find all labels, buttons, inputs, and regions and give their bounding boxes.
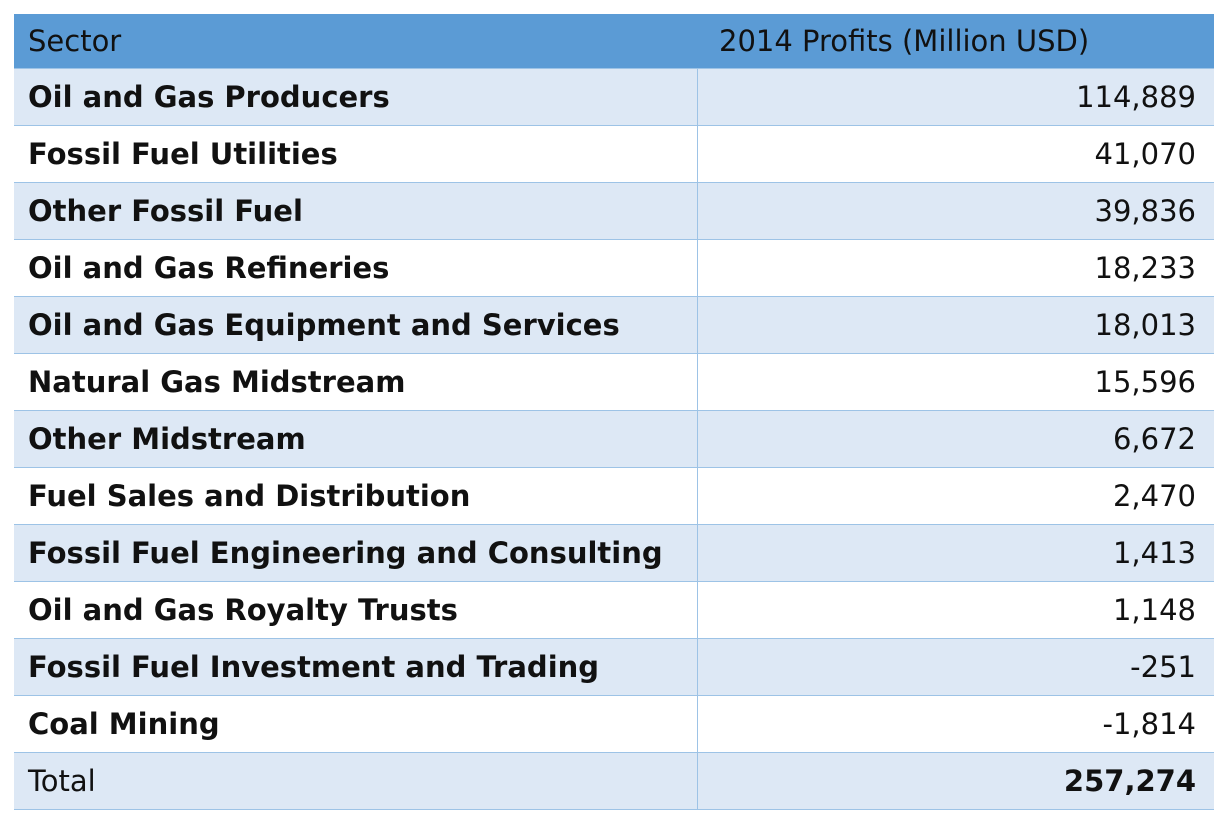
header-sector: Sector [14,14,697,69]
table-row: Other Fossil Fuel 39,836 [14,182,1214,240]
row-value: 18,233 [697,239,1214,297]
row-value: 39,836 [697,182,1214,240]
total-value: 257,274 [697,752,1214,810]
table-row: Natural Gas Midstream 15,596 [14,353,1214,411]
row-sector: Fossil Fuel Investment and Trading [14,638,698,696]
row-sector: Oil and Gas Equipment and Services [14,296,698,354]
row-sector: Oil and Gas Royalty Trusts [14,581,698,639]
row-sector: Oil and Gas Refineries [14,239,698,297]
row-sector: Other Fossil Fuel [14,182,698,240]
table-row: Fossil Fuel Utilities 41,070 [14,125,1214,183]
row-value: -1,814 [697,695,1214,753]
row-sector: Natural Gas Midstream [14,353,698,411]
row-sector: Fossil Fuel Engineering and Consulting [14,524,698,582]
row-value: 2,470 [697,467,1214,525]
row-value: -251 [697,638,1214,696]
row-value: 15,596 [697,353,1214,411]
total-row: Total 257,274 [14,752,1214,810]
header-profits: 2014 Profits (Million USD) [697,14,1214,69]
row-sector: Fossil Fuel Utilities [14,125,698,183]
row-value: 1,148 [697,581,1214,639]
table-row: Oil and Gas Refineries 18,233 [14,239,1214,297]
row-value: 41,070 [697,125,1214,183]
table-row: Fuel Sales and Distribution 2,470 [14,467,1214,525]
table-body: Oil and Gas Producers 114,889 Fossil Fue… [14,68,1214,810]
table-row: Coal Mining -1,814 [14,695,1214,753]
row-sector: Fuel Sales and Distribution [14,467,698,525]
profits-table-container: Sector 2014 Profits (Million USD) Oil an… [14,14,1214,810]
total-label: Total [14,752,698,810]
row-sector: Oil and Gas Producers [14,68,698,126]
header-row: Sector 2014 Profits (Million USD) [14,14,1214,69]
profits-table: Sector 2014 Profits (Million USD) Oil an… [14,14,1214,810]
row-value: 114,889 [697,68,1214,126]
row-value: 1,413 [697,524,1214,582]
row-sector: Coal Mining [14,695,698,753]
row-value: 6,672 [697,410,1214,468]
row-value: 18,013 [697,296,1214,354]
table-row: Fossil Fuel Investment and Trading -251 [14,638,1214,696]
table-row: Fossil Fuel Engineering and Consulting 1… [14,524,1214,582]
table-row: Other Midstream 6,672 [14,410,1214,468]
row-sector: Other Midstream [14,410,698,468]
table-row: Oil and Gas Royalty Trusts 1,148 [14,581,1214,639]
table-row: Oil and Gas Equipment and Services 18,01… [14,296,1214,354]
table-header: Sector 2014 Profits (Million USD) [14,14,1214,69]
table-row: Oil and Gas Producers 114,889 [14,68,1214,126]
